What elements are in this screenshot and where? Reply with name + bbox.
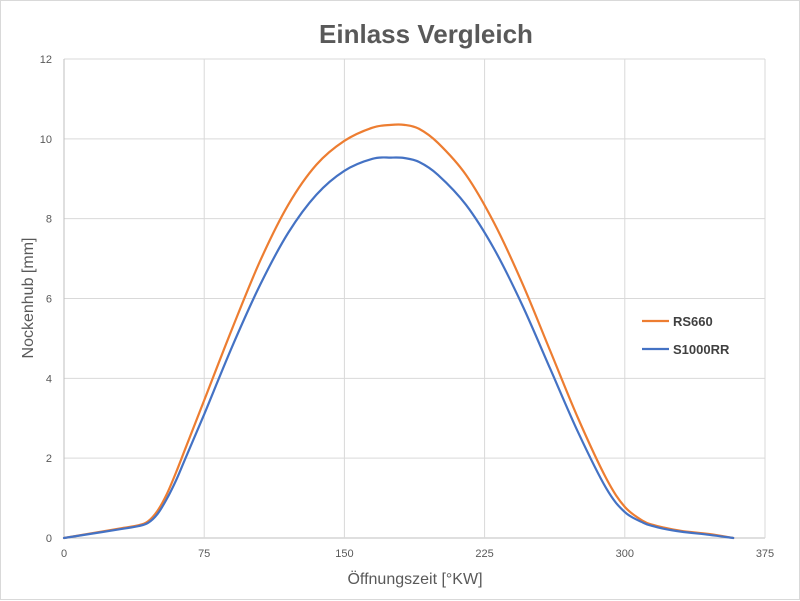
y-tick-label: 6 xyxy=(46,294,52,306)
chart-title: Einlass Vergleich xyxy=(319,19,533,49)
x-tick-label: 375 xyxy=(756,548,774,560)
y-tick-label: 8 xyxy=(46,214,52,226)
series-line-rs660 xyxy=(62,123,735,540)
gridlines xyxy=(63,58,766,539)
x-axis-label: Öffnungszeit [°KW] xyxy=(347,570,482,588)
legend: RS660 S1000RR xyxy=(642,314,730,357)
legend-label-rs660: RS660 xyxy=(673,314,713,329)
y-tick-label: 4 xyxy=(46,373,52,385)
tick-labels: 0 2 4 6 8 10 12 0 75 150 225 300 375 xyxy=(40,54,774,560)
x-tick-label: 300 xyxy=(616,548,634,560)
series-lines xyxy=(62,123,735,540)
series-line-s1000rr xyxy=(62,156,735,540)
x-tick-label: 75 xyxy=(198,548,210,560)
y-axis-label: Nockenhub [mm] xyxy=(20,238,37,359)
y-tick-label: 12 xyxy=(40,54,52,66)
x-tick-label: 225 xyxy=(475,548,493,560)
x-tick-label: 0 xyxy=(61,548,67,560)
legend-label-s1000rr: S1000RR xyxy=(673,342,730,357)
y-tick-label: 2 xyxy=(46,453,52,465)
y-tick-label: 10 xyxy=(40,134,52,146)
y-tick-label: 0 xyxy=(46,533,52,545)
x-tick-label: 150 xyxy=(335,548,353,560)
